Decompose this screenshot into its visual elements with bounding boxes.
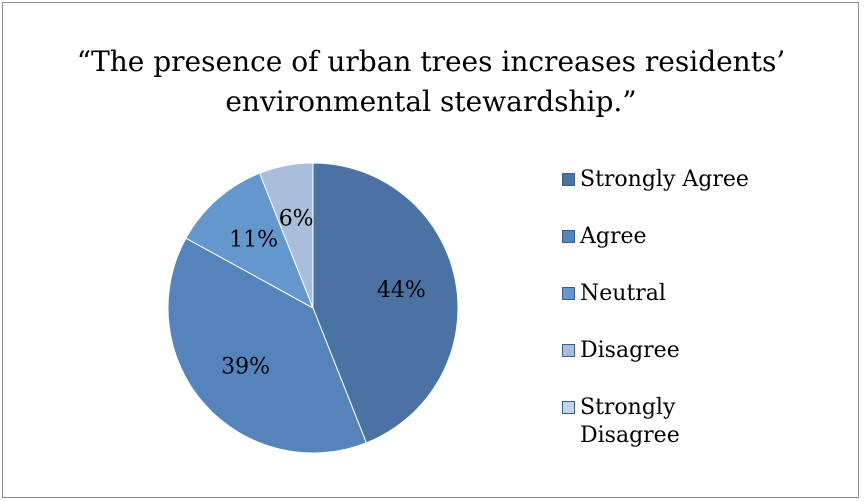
legend-swatch-disagree bbox=[562, 344, 575, 357]
legend-swatch-strongly-disagree bbox=[562, 401, 575, 414]
pie-slice-strongly-agree bbox=[312, 162, 459, 444]
data-label-agree: 39% bbox=[221, 354, 270, 379]
data-label-strongly-agree: 44% bbox=[377, 278, 426, 303]
legend-item-strongly-agree: Strongly Agree bbox=[560, 166, 860, 194]
pie-slice-disagree bbox=[258, 162, 314, 309]
legend-swatch-agree bbox=[562, 230, 575, 243]
chart-title: “The presence of urban trees increases r… bbox=[0, 42, 862, 122]
legend: Strongly Agree Agree Neutral Disagree St… bbox=[560, 166, 860, 479]
legend-item-neutral: Neutral bbox=[560, 280, 860, 308]
legend-label-agree: Agree bbox=[580, 224, 647, 249]
legend-swatch-neutral bbox=[562, 287, 575, 300]
chart-title-line-1: “The presence of urban trees increases r… bbox=[76, 45, 786, 78]
data-label-neutral: 11% bbox=[229, 228, 278, 253]
legend-label-strongly-agree: Strongly Agree bbox=[580, 167, 749, 192]
data-label-disagree: 6% bbox=[279, 207, 314, 232]
legend-item-agree: Agree bbox=[560, 223, 860, 251]
pie-slice-neutral bbox=[185, 172, 314, 310]
legend-swatch-strongly-agree bbox=[562, 173, 575, 186]
legend-label-neutral: Neutral bbox=[580, 281, 666, 306]
legend-item-strongly-disagree: Strongly Disagree bbox=[560, 394, 860, 450]
legend-label-disagree: Disagree bbox=[580, 338, 680, 363]
pie-slice-agree bbox=[167, 237, 368, 454]
legend-label-strongly-disagree: Strongly Disagree bbox=[580, 395, 680, 448]
chart-title-line-2: environmental stewardship.” bbox=[225, 85, 637, 118]
legend-item-disagree: Disagree bbox=[560, 337, 860, 365]
